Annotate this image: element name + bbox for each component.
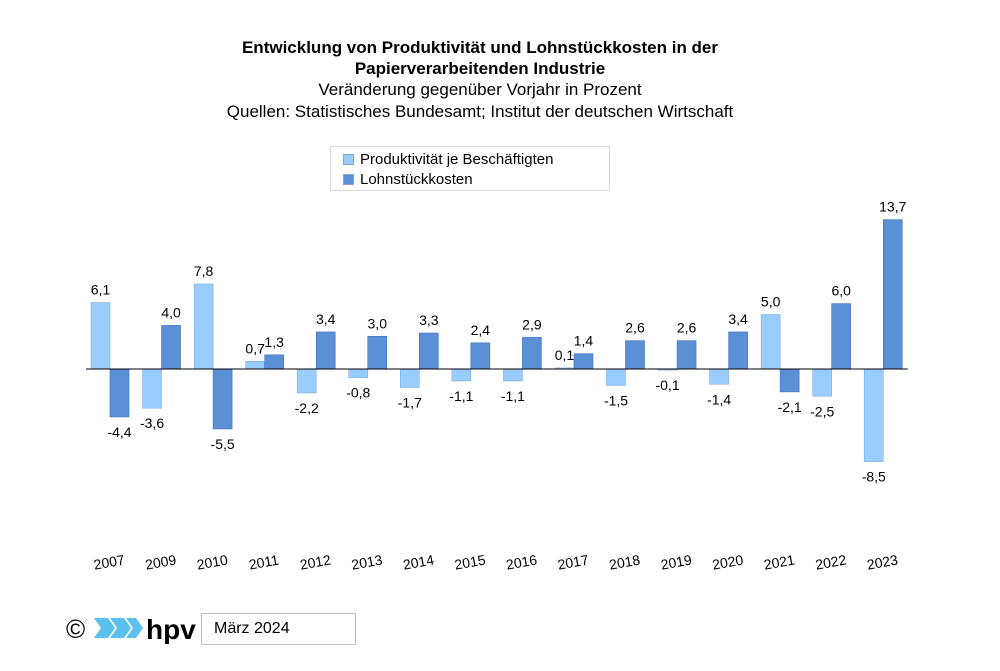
x-tick-label-2017: 2017 <box>556 551 590 572</box>
bar-unit-labour-costs-2012 <box>315 331 336 370</box>
data-label-productivity-2013: -0,8 <box>346 385 370 401</box>
bar-unit-labour-costs-2021 <box>779 368 800 393</box>
x-tick-label-2016: 2016 <box>505 551 539 572</box>
bar-unit-labour-costs-2023 <box>882 219 903 370</box>
x-tick-label-2018: 2018 <box>608 551 642 572</box>
bar-unit-labour-costs-2015 <box>470 342 491 370</box>
bar-productivity-2018 <box>606 368 626 386</box>
x-tick-label-2012: 2012 <box>299 551 333 572</box>
x-tick-label-2015: 2015 <box>453 551 487 572</box>
bar-productivity-2020 <box>709 368 729 385</box>
legend: Produktivität je Beschäftigten Lohnstück… <box>330 146 610 191</box>
bar-unit-labour-costs-2018 <box>625 340 645 370</box>
footer-date: März 2024 <box>214 620 290 637</box>
data-label-unit-labour-costs-2013: 3,0 <box>368 315 388 331</box>
legend-swatch-productivity <box>343 153 354 165</box>
data-label-productivity-2017: 0,1 <box>555 347 575 363</box>
data-label-productivity-2019: -0,1 <box>655 377 679 393</box>
bar-chart: 6,1 -4,4 2007 -3,6 4,0 2009 7,8 -5,5 2010 0,7 1,3 2… <box>86 199 908 573</box>
data-label-unit-labour-costs-2009: 4,0 <box>161 304 181 320</box>
chart-source: Quellen: Statistisches Bundesamt; Instit… <box>226 102 734 121</box>
x-tick-label-2022: 2022 <box>814 551 848 572</box>
bar-productivity-2016 <box>503 368 523 382</box>
data-label-unit-labour-costs-2012: 3,4 <box>316 311 336 327</box>
x-tick-label-2013: 2013 <box>350 551 384 572</box>
data-label-productivity-2021: 5,0 <box>761 294 781 310</box>
legend-label-unit-labour-costs: Lohnstückkosten <box>360 170 473 188</box>
legend-item-unit-labour-costs: Lohnstückkosten <box>343 169 473 189</box>
data-label-productivity-2014: -1,7 <box>398 395 422 411</box>
data-label-unit-labour-costs-2014: 3,3 <box>419 312 439 328</box>
data-label-unit-labour-costs-2021: -2,1 <box>778 399 802 415</box>
data-label-productivity-2016: -1,1 <box>501 388 525 404</box>
data-label-unit-labour-costs-2019: 2,6 <box>677 320 697 336</box>
data-label-unit-labour-costs-2023: 13,7 <box>879 199 906 215</box>
data-label-productivity-2010: 7,8 <box>194 263 214 279</box>
bar-unit-labour-costs-2010 <box>212 368 233 430</box>
copyright-icon: © <box>66 614 85 644</box>
data-label-unit-labour-costs-2017: 1,4 <box>574 333 594 349</box>
data-label-productivity-2009: -3,6 <box>140 415 164 431</box>
x-tick-label-2019: 2019 <box>659 551 693 572</box>
data-label-productivity-2015: -1,1 <box>449 388 473 404</box>
bar-unit-labour-costs-2009 <box>161 325 181 370</box>
x-tick-label-2007: 2007 <box>92 551 126 572</box>
legend-swatch-unit-labour-costs <box>343 173 354 185</box>
bar-unit-labour-costs-2011 <box>264 354 284 370</box>
data-label-productivity-2023: -8,5 <box>862 469 886 485</box>
data-label-productivity-2011: 0,7 <box>245 340 265 356</box>
bar-productivity-2021 <box>760 314 781 370</box>
bar-productivity-2023 <box>863 368 884 462</box>
chart-title-line2: Papierverarbeitenden Industrie <box>354 59 606 78</box>
data-label-productivity-2007: 6,1 <box>91 282 111 298</box>
bar-unit-labour-costs-2007 <box>109 368 130 418</box>
bar-productivity-2011 <box>245 361 265 370</box>
data-label-unit-labour-costs-2015: 2,4 <box>471 322 491 338</box>
bar-productivity-2014 <box>399 368 420 388</box>
chart-title-line1: Entwicklung von Produktivität und Lohnst… <box>241 38 719 57</box>
bar-productivity-2022 <box>812 368 833 397</box>
bar-productivity-2015 <box>451 368 472 382</box>
data-label-productivity-2012: -2,2 <box>295 400 319 416</box>
data-label-unit-labour-costs-2007: -4,4 <box>107 424 131 440</box>
data-label-unit-labour-costs-2016: 2,9 <box>522 316 542 332</box>
x-tick-label-2010: 2010 <box>196 551 230 572</box>
legend-label-productivity: Produktivität je Beschäftigten <box>360 150 554 168</box>
bar-unit-labour-costs-2014 <box>418 332 439 370</box>
bar-productivity-2012 <box>296 368 317 394</box>
data-label-unit-labour-costs-2020: 3,4 <box>728 311 748 327</box>
data-label-productivity-2020: -1,4 <box>707 391 731 407</box>
hpv-logo: © hpv <box>66 612 200 645</box>
bar-productivity-2013 <box>348 368 369 379</box>
bar-unit-labour-costs-2017 <box>573 353 594 370</box>
x-tick-label-2011: 2011 <box>248 552 281 573</box>
legend-item-productivity: Produktivität je Beschäftigten <box>343 149 553 169</box>
bar-unit-labour-costs-2020 <box>728 331 748 370</box>
bar-unit-labour-costs-2016 <box>522 337 542 370</box>
bar-productivity-2007 <box>90 302 111 370</box>
bar-unit-labour-costs-2013 <box>367 335 388 370</box>
x-tick-label-2021: 2021 <box>763 551 797 572</box>
data-label-unit-labour-costs-2010: -5,5 <box>211 436 235 452</box>
data-label-unit-labour-costs-2018: 2,6 <box>625 320 645 336</box>
bar-unit-labour-costs-2019 <box>676 340 697 370</box>
footer-date-box: März 2024 <box>201 613 356 645</box>
x-tick-label-2020: 2020 <box>711 551 745 572</box>
bar-productivity-2009 <box>142 368 162 409</box>
bar-productivity-2010 <box>193 283 214 370</box>
x-tick-label-2023: 2023 <box>866 551 900 572</box>
data-label-productivity-2018: -1,5 <box>604 392 628 408</box>
x-tick-label-2014: 2014 <box>402 551 436 572</box>
chart-subtitle: Veränderung gegenüber Vorjahr in Prozent <box>318 80 642 99</box>
data-label-unit-labour-costs-2011: 1,3 <box>264 334 284 350</box>
data-label-productivity-2022: -2,5 <box>810 403 834 419</box>
x-tick-label-2009: 2009 <box>144 551 178 572</box>
bar-unit-labour-costs-2022 <box>831 303 852 370</box>
data-label-unit-labour-costs-2022: 6,0 <box>831 283 851 299</box>
hpv-logo-text: hpv <box>146 614 196 644</box>
